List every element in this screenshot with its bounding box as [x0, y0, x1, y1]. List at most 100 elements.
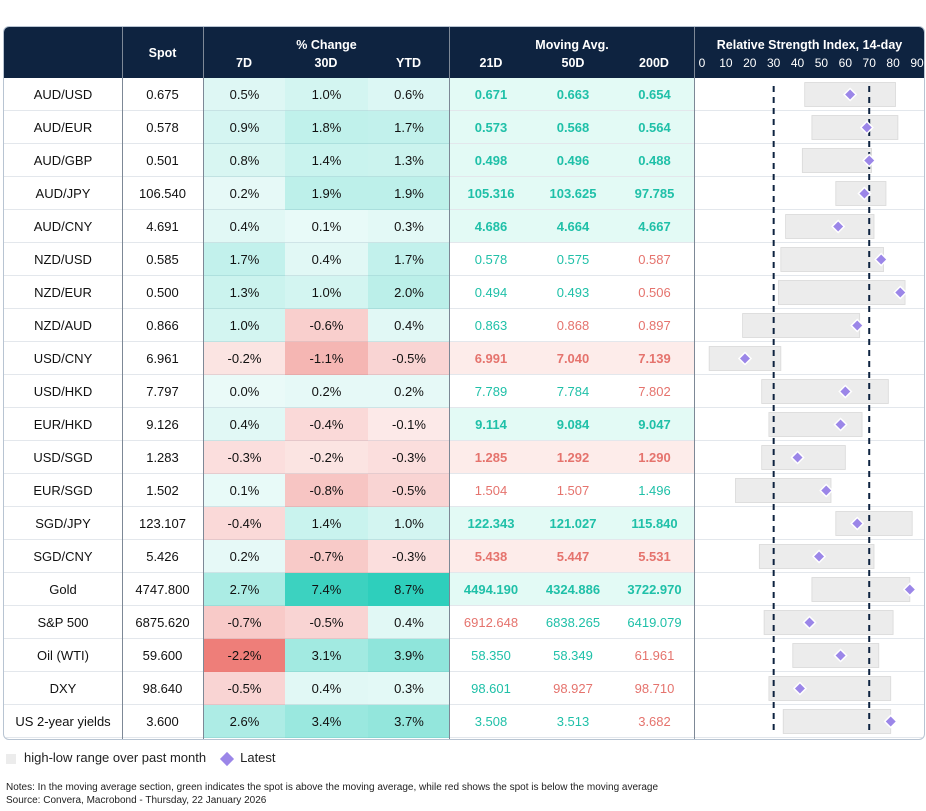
change-7d-cell: 2.7% — [204, 573, 285, 606]
ma-50d-cell: 3.513 — [556, 714, 590, 729]
ma-band — [450, 177, 695, 209]
spot-value: 0.585 — [146, 252, 179, 267]
rsi-range-bar — [763, 610, 894, 635]
ma-21d-cell: 0.578 — [474, 252, 508, 267]
ma-21d-cell: 0.863 — [474, 318, 508, 333]
ma-50d-cell: 4.664 — [556, 219, 590, 234]
ma-200d-cell: 61.961 — [634, 648, 675, 663]
col-200d-header: 200D — [639, 56, 669, 70]
pair-name: USD/SGD — [33, 450, 93, 465]
ma-21d-cell: 122.343 — [467, 516, 515, 531]
ma-50d-cell: 0.568 — [556, 120, 590, 135]
ma-21d-cell: 4.686 — [474, 219, 508, 234]
table-row: AUD/GBP 0.501 0.8% 1.4% 1.3% 0.498 0.496 0.488 — [4, 144, 924, 177]
change-30d-cell: 1.4% — [285, 144, 368, 177]
ma-200d-cell: 3.682 — [638, 714, 671, 729]
ma-21d-cell: 6.991 — [474, 351, 508, 366]
change-ytd-cell: 1.3% — [368, 144, 450, 177]
ma-21d-cell: 6912.648 — [463, 615, 519, 630]
change-7d-cell: 0.0% — [204, 375, 285, 408]
spot-value: 123.107 — [139, 516, 186, 531]
rsi-tick-label: 30 — [766, 56, 781, 70]
ma-50d-cell: 0.868 — [556, 318, 590, 333]
ma-200d-cell: 5.531 — [638, 549, 671, 564]
spot-value: 106.540 — [139, 186, 186, 201]
pair-name: US 2-year yields — [15, 714, 111, 729]
change-30d-cell: -1.1% — [285, 342, 368, 375]
legend-latest-label: Latest — [240, 750, 276, 765]
change-ytd-cell: -0.3% — [368, 540, 450, 573]
table-row: Oil (WTI) 59.600 -2.2% 3.1% 3.9% 58.350 58.349… — [4, 639, 924, 672]
ma-band — [450, 342, 695, 374]
change-ytd-cell: 0.6% — [368, 78, 450, 111]
change-ytd-cell: 1.7% — [368, 111, 450, 144]
rsi-tick-label: 40 — [790, 56, 805, 70]
ma-21d-cell: 4494.190 — [463, 582, 519, 597]
rsi-range-bar — [782, 709, 892, 734]
spot-value: 59.600 — [142, 648, 183, 663]
change-30d-cell: 1.0% — [285, 276, 368, 309]
ma-21d-cell: 9.114 — [475, 417, 507, 432]
change-30d-cell: -0.6% — [285, 309, 368, 342]
spot-value: 0.866 — [146, 318, 179, 333]
ma-band — [450, 540, 695, 572]
table-row: AUD/CNY 4.691 0.4% 0.1% 0.3% 4.686 4.664 4.667 — [4, 210, 924, 243]
spot-value: 0.500 — [146, 285, 179, 300]
table-row: EUR/SGD 1.502 0.1% -0.8% -0.5% 1.504 1.507 1.49… — [4, 474, 924, 507]
ma-21d-cell: 0.494 — [474, 285, 508, 300]
ma-50d-cell: 0.575 — [556, 252, 590, 267]
ma-21d-cell: 0.498 — [474, 153, 508, 168]
change-ytd-cell: 0.3% — [368, 210, 450, 243]
rsi-latest-diamond — [874, 252, 889, 267]
divider-name — [122, 27, 123, 739]
change-ytd-cell: 3.7% — [368, 705, 450, 738]
col-50d-header: 50D — [561, 56, 585, 70]
ma-50d-cell: 58.349 — [553, 648, 593, 663]
change-7d-cell: 0.9% — [204, 111, 285, 144]
ma-50d-cell: 1.292 — [556, 450, 590, 465]
ma-50d-cell: 0.496 — [556, 153, 590, 168]
rsi-range-bar — [768, 412, 863, 437]
legend-range-label: high-low range over past month — [24, 750, 207, 765]
change-30d-cell: 1.4% — [285, 507, 368, 540]
rsi-latest-diamond — [862, 153, 877, 168]
rsi-range-bar — [811, 115, 899, 140]
rsi-chart — [708, 82, 917, 734]
moving-avg-header: Moving Avg. — [535, 38, 609, 52]
spot-value: 0.675 — [146, 87, 179, 102]
col-21d-header: 21D — [479, 56, 503, 70]
change-30d-cell: -0.2% — [285, 441, 368, 474]
rsi-range-bar — [785, 214, 875, 239]
change-ytd-cell: 0.4% — [368, 309, 450, 342]
pair-name: NZD/EUR — [34, 285, 92, 300]
ma-21d-cell: 1.285 — [474, 450, 508, 465]
rsi-latest-diamond — [811, 549, 827, 564]
spot-value: 4747.800 — [135, 582, 190, 597]
notes: Notes: In the moving average section, gr… — [6, 781, 658, 807]
rsi-latest-diamond — [857, 186, 872, 201]
spot-value: 6.961 — [146, 351, 179, 366]
change-7d-cell: 1.7% — [204, 243, 285, 276]
pair-name: SGD/CNY — [33, 549, 93, 564]
table-row: USD/CNY 6.961 -0.2% -1.1% -0.5% 6.991 7.040 7.1… — [4, 342, 924, 375]
rsi-range-bar — [778, 280, 906, 305]
change-ytd-cell: -0.3% — [368, 441, 450, 474]
table-row: SGD/JPY 123.107 -0.4% 1.4% 1.0% 122.343 121.02… — [4, 507, 924, 540]
change-30d-cell: 7.4% — [285, 573, 368, 606]
rsi-latest-diamond — [850, 516, 865, 531]
change-7d-cell: 2.6% — [204, 705, 285, 738]
spot-value: 1.283 — [146, 450, 179, 465]
table-row: NZD/AUD 0.866 1.0% -0.6% 0.4% 0.863 0.868 0.897 — [4, 309, 924, 342]
rsi-tick-label: 90 — [910, 56, 924, 70]
pair-name: Oil (WTI) — [37, 648, 89, 663]
ma-band — [450, 507, 695, 539]
ma-band — [450, 210, 695, 242]
pair-name: AUD/EUR — [33, 120, 93, 135]
rsi-latest-diamond — [859, 120, 874, 135]
table-row: NZD/USD 0.585 1.7% 0.4% 1.7% 0.578 0.575 0.587 — [4, 243, 924, 276]
rsi-range-bar — [761, 379, 889, 404]
rsi-range-bar — [742, 313, 861, 338]
table-row: EUR/HKD 9.126 0.4% -0.4% -0.1% 9.114 9.084 9.04… — [4, 408, 924, 441]
ma-200d-cell: 7.802 — [638, 384, 671, 399]
pair-name: SGD/JPY — [35, 516, 91, 531]
